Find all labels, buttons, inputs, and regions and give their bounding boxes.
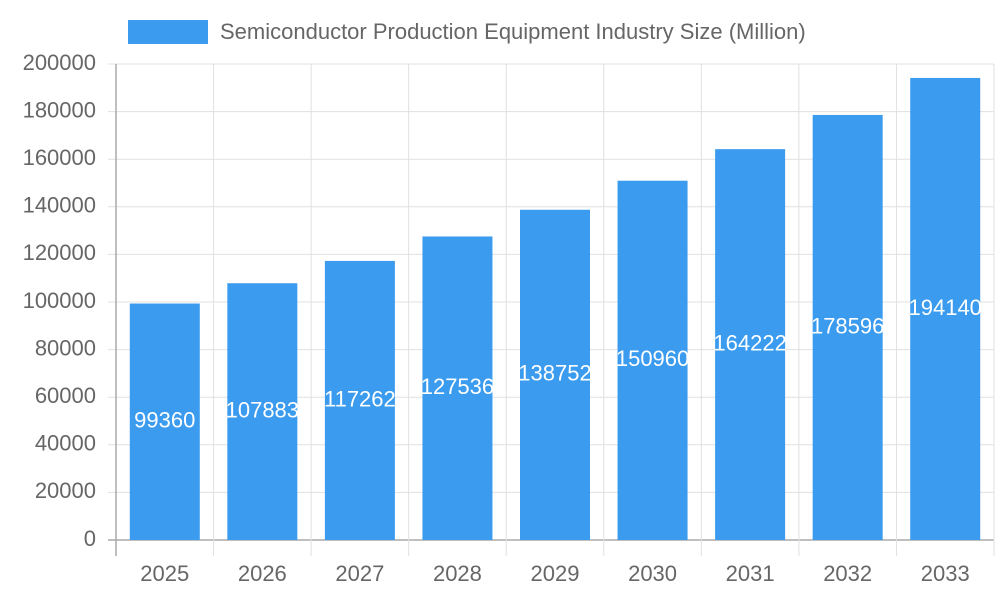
bar xyxy=(715,149,786,540)
x-tick-label: 2026 xyxy=(238,561,287,586)
bar xyxy=(617,180,688,540)
value-label: 99360 xyxy=(134,408,195,433)
x-tick-label: 2029 xyxy=(531,561,580,586)
legend-swatch xyxy=(128,20,208,44)
x-tick-label: 2025 xyxy=(140,561,189,586)
x-tick-label: 2032 xyxy=(823,561,872,586)
bar xyxy=(910,77,981,540)
value-label: 117262 xyxy=(324,386,396,411)
bar xyxy=(520,209,590,540)
y-tick-label: 200000 xyxy=(23,50,96,75)
x-tick-label: 2028 xyxy=(433,561,482,586)
value-label: 178596 xyxy=(811,313,884,338)
value-label: 194140 xyxy=(909,295,982,320)
y-tick-label: 20000 xyxy=(35,478,96,503)
legend-label: Semiconductor Production Equipment Indus… xyxy=(220,19,806,44)
x-tick-label: 2033 xyxy=(921,561,970,586)
y-tick-label: 100000 xyxy=(23,288,96,313)
bar xyxy=(812,114,883,540)
value-label: 164222 xyxy=(713,330,786,355)
value-label: 138752 xyxy=(518,361,591,386)
y-tick-label: 140000 xyxy=(23,193,96,218)
x-tick-label: 2031 xyxy=(726,561,775,586)
y-tick-label: 60000 xyxy=(35,383,96,408)
bar xyxy=(227,283,298,540)
bar xyxy=(422,236,493,540)
y-tick-label: 160000 xyxy=(23,145,96,170)
bar xyxy=(324,260,395,540)
y-tick-label: 120000 xyxy=(23,240,96,265)
y-tick-label: 180000 xyxy=(23,97,96,122)
x-tick-label: 2027 xyxy=(335,561,384,586)
bar xyxy=(129,303,200,540)
value-label: 107883 xyxy=(226,397,299,422)
y-tick-label: 80000 xyxy=(35,335,96,360)
value-label: 127536 xyxy=(421,374,494,399)
y-tick-label: 40000 xyxy=(35,431,96,456)
y-tick-label: 0 xyxy=(84,526,96,551)
value-label: 150960 xyxy=(616,346,689,371)
x-tick-label: 2030 xyxy=(628,561,677,586)
